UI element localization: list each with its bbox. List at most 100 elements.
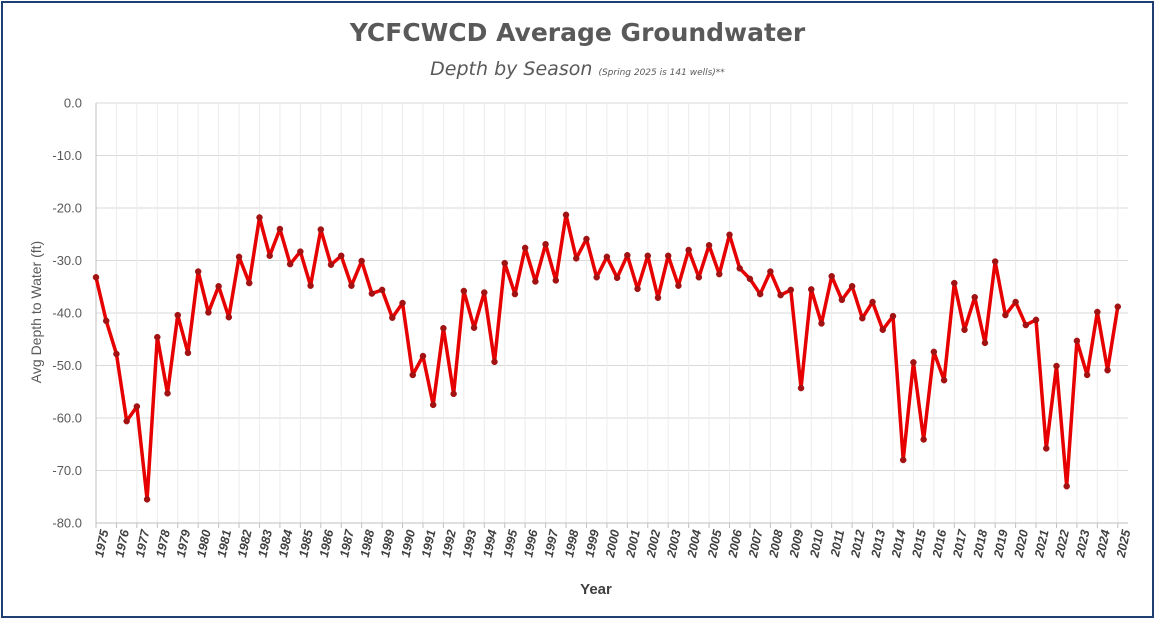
data-point	[1114, 303, 1122, 310]
x-tick-label: 2011	[828, 529, 848, 559]
data-point	[879, 326, 887, 334]
data-point	[583, 235, 590, 243]
x-tick-label: 2024	[1093, 528, 1113, 559]
data-point	[337, 252, 345, 260]
data-point	[848, 282, 856, 290]
x-tick-label: 1988	[358, 528, 377, 558]
x-tick-label: 2010	[807, 528, 827, 559]
data-point	[746, 275, 754, 283]
data-point	[603, 253, 611, 261]
data-point	[961, 326, 968, 334]
data-point	[981, 339, 989, 347]
chart-subtitle: Depth by Season (Spring 2025 is 141 well…	[0, 58, 1155, 80]
data-point	[1032, 316, 1040, 324]
x-tick-label: 1994	[480, 528, 499, 558]
y-tick-label: 0.0	[64, 96, 82, 111]
x-tick-label: 1980	[194, 528, 213, 558]
x-tick-label: 1997	[542, 528, 562, 559]
data-point	[634, 285, 641, 293]
data-point	[327, 261, 335, 268]
data-point	[562, 211, 570, 219]
data-point	[378, 286, 386, 294]
data-point	[951, 279, 958, 287]
data-point	[1053, 362, 1060, 370]
data-point	[777, 291, 784, 299]
data-point	[174, 311, 181, 319]
x-tick-label: 2012	[848, 528, 868, 559]
data-point	[246, 279, 253, 287]
grid-lines	[95, 102, 1128, 524]
data-point	[511, 290, 519, 298]
data-point	[675, 282, 682, 289]
data-point	[113, 350, 120, 358]
data-point	[971, 294, 978, 301]
x-tick-label: 2002	[644, 528, 664, 559]
data-point	[143, 496, 151, 503]
data-point	[797, 384, 805, 392]
x-tick-label: 2004	[684, 528, 704, 559]
data-point	[889, 312, 897, 320]
data-point	[695, 274, 703, 281]
data-point	[92, 274, 100, 281]
data-point	[317, 226, 325, 233]
data-point	[624, 252, 631, 259]
data-point	[409, 371, 416, 379]
x-tick-label: 1976	[112, 528, 132, 559]
data-point	[194, 268, 202, 275]
data-point	[256, 214, 263, 221]
x-axis-title: Year	[580, 581, 612, 598]
x-tick-label: 1978	[153, 528, 172, 558]
data-point	[899, 456, 907, 464]
data-point	[215, 282, 222, 290]
data-point	[102, 317, 110, 325]
x-tick-label: 1986	[317, 528, 337, 559]
data-point	[521, 244, 529, 252]
data-point	[440, 324, 447, 332]
x-tick-label: 2005	[705, 528, 725, 560]
data-point	[123, 417, 130, 425]
data-point	[705, 242, 713, 249]
data-point	[429, 401, 437, 409]
data-point	[542, 240, 549, 248]
data-point	[1073, 337, 1081, 345]
data-point	[572, 255, 580, 262]
x-tick-label: 2021	[1032, 528, 1052, 559]
x-tick-label: 1990	[399, 528, 418, 558]
data-point	[930, 348, 938, 356]
data-point	[613, 274, 621, 282]
x-tick-label: 2000	[603, 528, 623, 559]
data-point	[501, 259, 508, 267]
x-tick-label: 1983	[256, 528, 275, 558]
x-tick-label: 1977	[133, 528, 153, 559]
data-point	[266, 252, 273, 260]
data-point	[1094, 308, 1101, 316]
data-point	[664, 252, 672, 260]
x-tick-label: 2018	[971, 528, 991, 559]
x-tick-label: 1993	[460, 528, 479, 558]
data-point	[716, 270, 723, 278]
x-tick-label: 2022	[1052, 528, 1072, 559]
axes	[95, 103, 1128, 528]
x-tick-label: 2023	[1073, 528, 1093, 559]
data-point	[470, 324, 478, 331]
x-tick-label: 1984	[276, 528, 295, 558]
y-tick-label: -30.0	[52, 253, 82, 268]
x-tick-label: 2006	[725, 528, 745, 560]
data-point	[297, 248, 304, 255]
data-point	[481, 289, 488, 296]
x-tick-label: 1981	[215, 528, 234, 558]
x-tick-label: 2007	[746, 528, 766, 560]
x-tick-label: 2019	[991, 528, 1011, 559]
y-tick-label: -60.0	[52, 411, 82, 426]
data-point	[205, 309, 212, 316]
data-point	[920, 436, 927, 443]
data-point	[276, 225, 284, 233]
data-point	[307, 282, 314, 289]
x-tick-label: 2016	[930, 528, 950, 560]
x-tick-label: 2008	[766, 528, 786, 559]
y-tick-label: -50.0	[52, 358, 82, 373]
chart-subtitle-main: Depth by Season	[430, 58, 593, 80]
x-tick-label: 2001	[623, 528, 643, 559]
y-tick-label: -70.0	[52, 463, 82, 478]
